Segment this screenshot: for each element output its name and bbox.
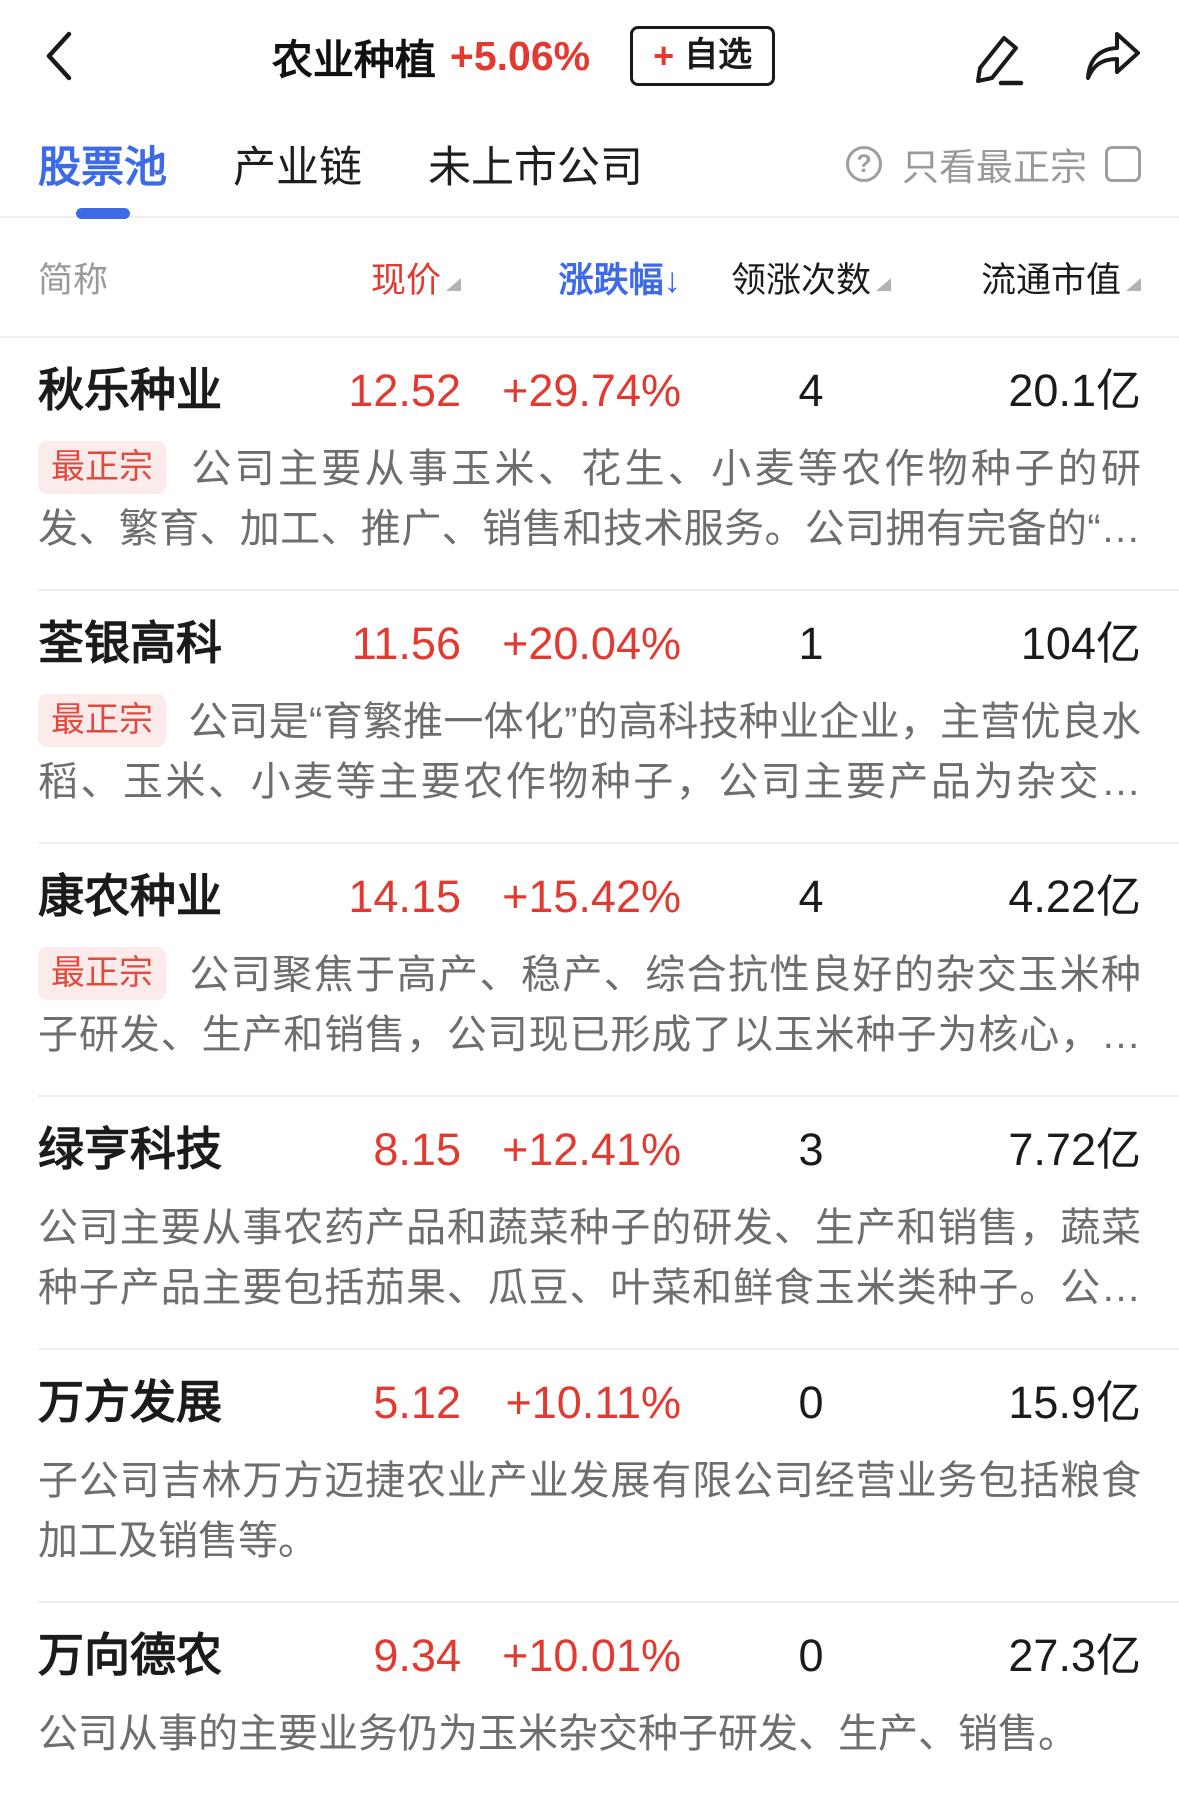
back-button[interactable]	[36, 25, 106, 87]
stock-price: 14.15	[348, 871, 461, 922]
stock-market-cap: 15.9亿	[1008, 1377, 1141, 1428]
column-header-lead-count[interactable]: 领涨次数	[721, 252, 901, 303]
stock-description: 最正宗 公司主要从事玉米、花生、小麦等农作物种子的研发、繁育、加工、推广、销售和技…	[38, 439, 1141, 559]
authentic-tag-badge: 最正宗	[38, 694, 166, 747]
stock-market-cap: 20.1亿	[1008, 365, 1141, 416]
stock-change: +12.41%	[502, 1124, 681, 1175]
stock-market-cap: 27.3亿	[1008, 1630, 1141, 1681]
tab-industry-chain[interactable]: 产业链	[233, 144, 362, 192]
divider	[38, 1095, 1179, 1097]
stock-market-cap: 7.72亿	[1008, 1124, 1141, 1175]
add-watchlist-button[interactable]: + 自选	[630, 26, 776, 86]
stock-lead-count: 0	[798, 1630, 824, 1681]
stock-market-cap: 104亿	[1020, 618, 1141, 669]
stock-name[interactable]: 万向德农	[38, 1629, 222, 1681]
stock-change: +20.04%	[502, 618, 681, 669]
sort-triangle-icon	[446, 277, 461, 291]
sort-down-arrow-icon: ↓	[663, 260, 682, 300]
filter-checkbox[interactable]	[1105, 146, 1141, 182]
share-icon[interactable]	[1083, 26, 1143, 86]
stock-row[interactable]: 秋乐种业 12.52 +29.74% 4 20.1亿 最正宗 公司主要从事玉米、花…	[0, 338, 1179, 589]
plus-icon: +	[653, 34, 675, 76]
app-bar: 农业种植 +5.06% + 自选	[0, 0, 1179, 112]
stock-change: +29.74%	[502, 365, 681, 416]
stock-description: 最正宗 公司聚焦于高产、稳产、综合抗性良好的杂交玉米种子研发、生产和销售，公司现已…	[38, 945, 1141, 1065]
chevron-left-icon	[36, 25, 82, 87]
stock-price: 8.15	[373, 1124, 461, 1175]
tabs-row: 股票池 产业链 未上市公司 ? 只看最正宗	[0, 112, 1179, 216]
stock-price: 12.52	[348, 365, 461, 416]
filter-authentic-label: 只看最正宗	[902, 147, 1087, 188]
table-header: 简称 现价 涨跌幅↓ 领涨次数 流通市值	[0, 218, 1179, 336]
divider	[38, 842, 1179, 844]
stock-market-cap: 4.22亿	[1008, 871, 1141, 922]
watchlist-label: 自选	[684, 36, 753, 75]
edit-pencil-icon[interactable]	[971, 26, 1027, 86]
stock-description: 公司从事的主要业务仍为玉米杂交种子研发、生产、销售。	[38, 1712, 1078, 1756]
divider	[38, 1601, 1179, 1603]
divider	[38, 1348, 1179, 1350]
sort-triangle-icon	[1126, 277, 1141, 291]
stock-description: 子公司吉林万方迈捷农业产业发展有限公司经营业务包括粮食加工及销售等。	[38, 1459, 1141, 1563]
stock-row[interactable]: 绿亨科技 8.15 +12.41% 3 7.72亿 公司主要从事农药产品和蔬菜种…	[0, 1097, 1179, 1348]
authentic-tag-badge: 最正宗	[38, 441, 166, 494]
divider	[0, 216, 1179, 218]
help-icon[interactable]: ?	[846, 146, 882, 182]
stock-row[interactable]: 荃银高科 11.56 +20.04% 1 104亿 最正宗 公司是“育繁推一体化”…	[0, 591, 1179, 842]
tab-stock-pool[interactable]: 股票池	[38, 133, 167, 195]
stock-lead-count: 1	[798, 618, 824, 669]
stock-name[interactable]: 万方发展	[38, 1376, 222, 1428]
divider	[0, 336, 1179, 338]
stock-row[interactable]: 康农种业 14.15 +15.42% 4 4.22亿 最正宗 公司聚焦于高产、稳产…	[0, 844, 1179, 1095]
stock-row[interactable]: 万向德农 9.34 +10.01% 0 27.3亿 公司从事的主要业务仍为玉米杂…	[0, 1603, 1179, 1794]
stock-name[interactable]: 秋乐种业	[38, 364, 222, 416]
stock-lead-count: 4	[798, 365, 824, 416]
stock-lead-count: 3	[798, 1124, 824, 1175]
stock-price: 11.56	[351, 618, 461, 669]
page-title: 农业种植	[271, 37, 436, 83]
stock-name[interactable]: 荃银高科	[38, 617, 222, 669]
stock-price: 5.12	[373, 1377, 461, 1428]
column-header-name: 简称	[38, 260, 109, 300]
column-header-change[interactable]: 涨跌幅↓	[558, 260, 682, 300]
stock-name[interactable]: 康农种业	[38, 870, 222, 922]
stock-price: 9.34	[373, 1630, 461, 1681]
stock-description: 公司主要从事农药产品和蔬菜种子的研发、生产和销售，蔬菜种子产品主要包括茄果、瓜豆…	[38, 1206, 1141, 1310]
column-header-price[interactable]: 现价	[286, 252, 476, 303]
authentic-tag-badge: 最正宗	[38, 947, 166, 1000]
sort-triangle-icon	[876, 277, 891, 291]
divider	[38, 589, 1179, 591]
sector-change-percent: +5.06%	[449, 32, 591, 79]
stock-description: 最正宗 公司是“育繁推一体化”的高科技种业企业，主营优良水稻、玉米、小麦等主要农作…	[38, 692, 1141, 812]
stock-change: +10.11%	[505, 1377, 681, 1428]
stock-name[interactable]: 绿亨科技	[38, 1123, 222, 1175]
stock-change: +10.01%	[502, 1630, 681, 1681]
stock-row[interactable]: 万方发展 5.12 +10.11% 0 15.9亿 子公司吉林万方迈捷农业产业发…	[0, 1350, 1179, 1601]
stock-lead-count: 0	[798, 1377, 824, 1428]
stock-change: +15.42%	[502, 871, 681, 922]
tab-unlisted-companies[interactable]: 未上市公司	[428, 144, 643, 192]
stock-lead-count: 4	[798, 871, 824, 922]
column-header-market-cap[interactable]: 流通市值	[901, 252, 1141, 303]
